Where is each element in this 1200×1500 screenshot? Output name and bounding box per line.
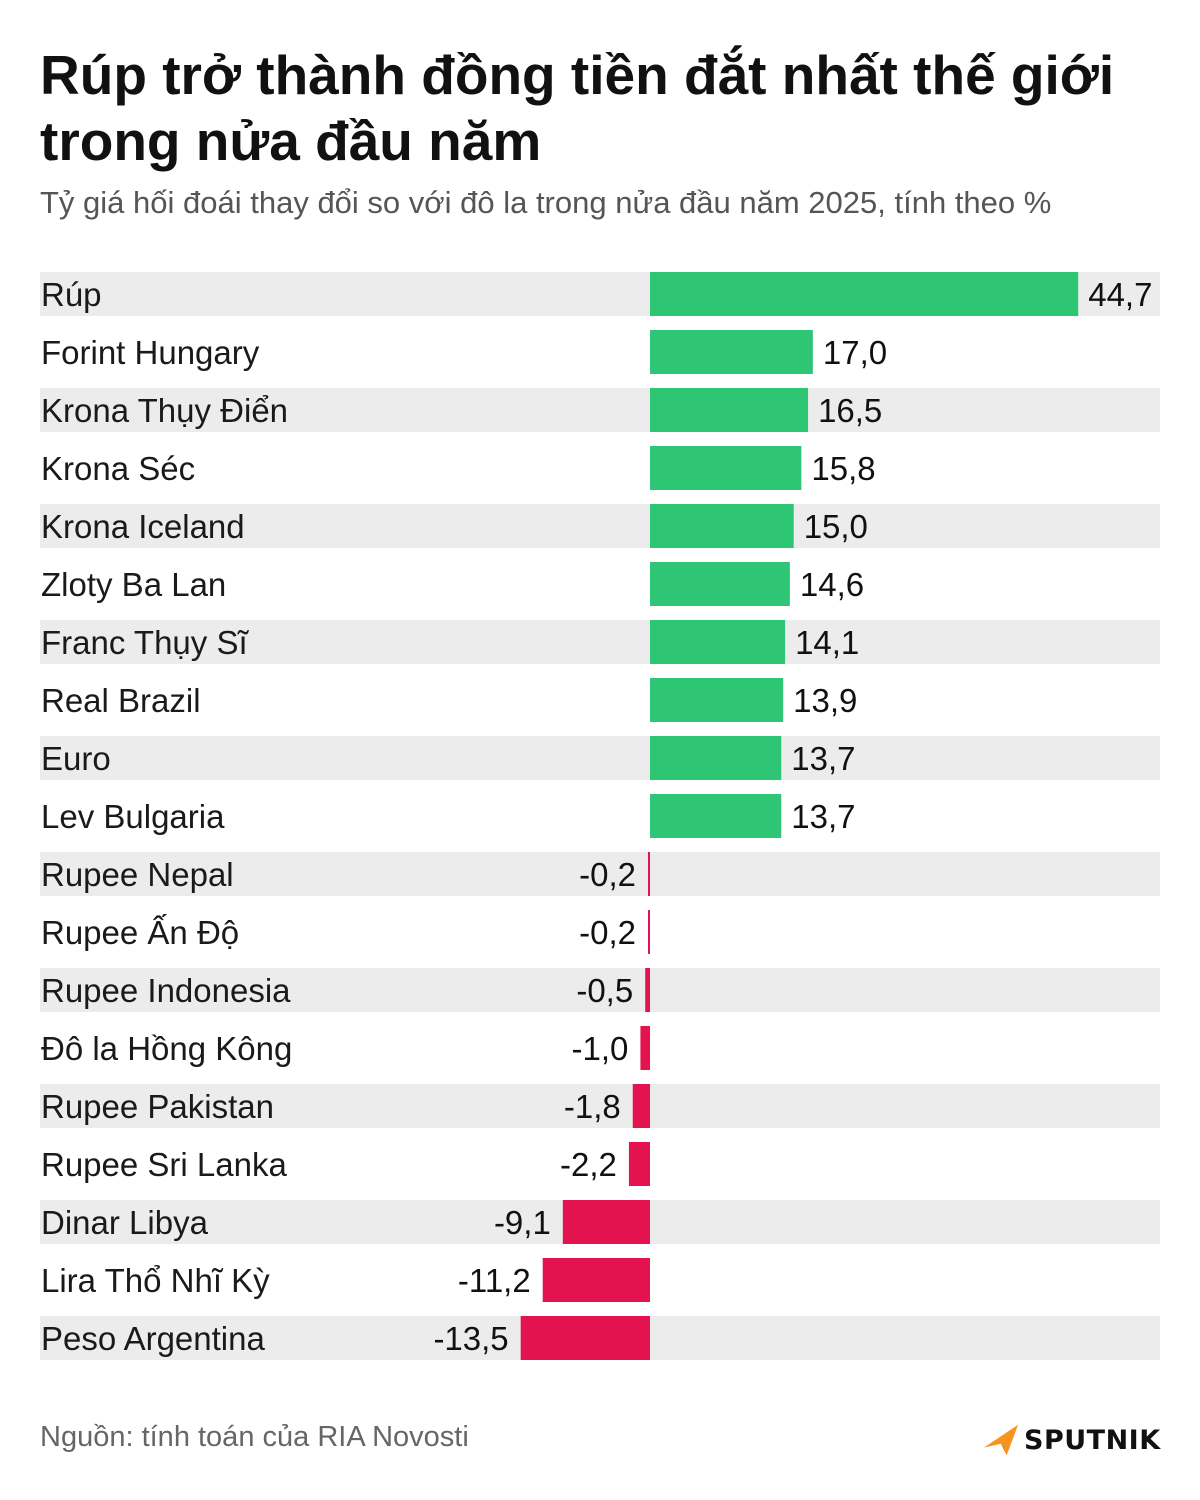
bar-negative <box>645 968 650 1012</box>
value-label: 16,5 <box>818 392 882 429</box>
bar-positive <box>650 272 1079 316</box>
source-note: Nguồn: tính toán của RIA Novosti <box>40 1421 469 1453</box>
category-label: Franc Thụy Sĩ <box>41 624 249 661</box>
chart-title: Rúp trở thành đồng tiền đắt nhất thế giớ… <box>40 44 1115 172</box>
sputnik-logo-icon <box>983 1424 1019 1456</box>
category-label: Rupee Nepal <box>41 856 234 893</box>
category-label: Rupee Sri Lanka <box>41 1146 287 1183</box>
bar-negative <box>640 1026 650 1070</box>
bar-positive <box>650 504 794 548</box>
bar-positive <box>650 330 813 374</box>
category-label: Rúp <box>41 276 102 313</box>
brand-name: SPUTNIK <box>1024 1424 1161 1456</box>
value-label: -13,5 <box>433 1320 508 1357</box>
category-label: Zloty Ba Lan <box>41 566 226 603</box>
bar-negative <box>520 1316 650 1360</box>
bar-negative <box>632 1084 650 1128</box>
category-label: Rupee Indonesia <box>41 972 291 1009</box>
category-label: Dinar Libya <box>41 1204 209 1241</box>
bar-negative <box>648 852 650 896</box>
value-label: 17,0 <box>823 334 887 371</box>
category-label: Forint Hungary <box>41 334 260 371</box>
category-label: Rupee Ấn Độ <box>41 914 239 951</box>
value-label: -1,0 <box>572 1030 629 1067</box>
category-label: Krona Iceland <box>41 508 245 545</box>
value-label: 44,7 <box>1088 276 1152 313</box>
sputnik-brand: SPUTNIK <box>982 1418 1161 1462</box>
value-label: 14,1 <box>795 624 859 661</box>
row-band <box>40 620 1160 664</box>
value-label: -11,2 <box>458 1262 531 1299</box>
bar-positive <box>650 562 790 606</box>
value-label: 13,9 <box>793 682 857 719</box>
category-label: Peso Argentina <box>41 1320 265 1357</box>
category-label: Rupee Pakistan <box>41 1088 274 1125</box>
bar-positive <box>650 446 802 490</box>
bar-positive <box>650 794 782 838</box>
value-label: 14,6 <box>800 566 864 603</box>
category-label: Krona Séc <box>41 450 195 487</box>
row-band <box>40 504 1160 548</box>
category-label: Đô la Hồng Kông <box>41 1030 292 1067</box>
bar-negative <box>542 1258 650 1302</box>
value-label: -1,8 <box>564 1088 621 1125</box>
value-label: 15,0 <box>804 508 868 545</box>
chart-subtitle: Tỷ giá hối đoái thay đổi so với đô la tr… <box>40 185 1052 220</box>
row-band <box>40 736 1160 780</box>
value-label: -9,1 <box>494 1204 551 1241</box>
bar-positive <box>650 388 809 432</box>
row-band <box>40 388 1160 432</box>
category-label: Lira Thổ Nhĩ Kỳ <box>41 1262 270 1299</box>
bar-chart: Rúp 44,7 Forint Hungary 17,0 Krona Thụy Điển… <box>40 272 1160 1360</box>
bar-positive <box>650 678 784 722</box>
value-label: 13,7 <box>791 798 855 835</box>
value-label: -0,2 <box>579 914 636 951</box>
value-label: 13,7 <box>791 740 855 777</box>
value-label: -2,2 <box>560 1146 617 1183</box>
bar-positive <box>650 736 782 780</box>
value-label: 15,8 <box>811 450 875 487</box>
bar-negative <box>648 910 650 954</box>
bar-positive <box>650 620 786 664</box>
value-label: -0,5 <box>576 972 633 1009</box>
value-label: -0,2 <box>579 856 636 893</box>
category-label: Lev Bulgaria <box>41 798 225 835</box>
bar-negative <box>562 1200 650 1244</box>
category-label: Real Brazil <box>41 682 201 719</box>
row-band <box>40 1084 1160 1128</box>
category-label: Krona Thụy Điển <box>41 392 288 429</box>
row-band <box>40 852 1160 896</box>
bar-negative <box>628 1142 650 1186</box>
category-label: Euro <box>41 740 111 777</box>
row-band <box>40 968 1160 1012</box>
